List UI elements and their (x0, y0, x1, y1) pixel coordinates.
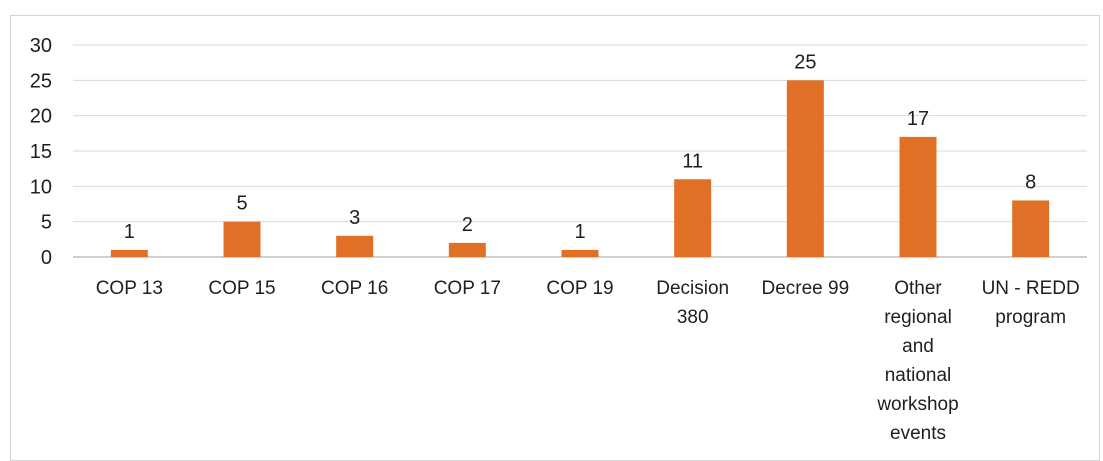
x-tick-label-line: and (902, 336, 934, 357)
x-tick-label-line: UN - REDD (982, 278, 1080, 299)
y-tick-label-30: 30 (30, 35, 52, 57)
value-label-6: 25 (794, 51, 816, 73)
value-label-8: 8 (1025, 171, 1036, 193)
x-tick-label-line: events (890, 423, 946, 444)
bar-7 (899, 136, 937, 257)
value-label-7: 17 (907, 108, 929, 130)
x-tick-label-1: COP 15 (208, 278, 275, 299)
x-tick-label-7: Other regional and national workshop events (876, 278, 958, 444)
x-tick-label-line: regional (884, 307, 952, 328)
value-label-0: 1 (124, 221, 135, 243)
x-tick-label-line: Decision (656, 278, 729, 299)
y-tick-label-20: 20 (30, 106, 52, 128)
y-tick-label-5: 5 (41, 212, 52, 234)
y-tick-label-15: 15 (30, 141, 52, 163)
x-tick-label-5: Decision 380 (656, 278, 729, 328)
value-label-1: 5 (236, 193, 247, 215)
x-tick-label-0: COP 13 (96, 278, 163, 299)
bar-3 (448, 242, 486, 257)
x-tick-label-line: Other (894, 278, 942, 299)
x-tick-label-line: Decree 99 (761, 278, 849, 299)
y-tick-label-10: 10 (30, 176, 52, 198)
x-tick-label-line: COP 19 (546, 278, 613, 299)
x-tick-label-line: COP 16 (321, 278, 388, 299)
x-tick-label-3: COP 17 (434, 278, 501, 299)
bar-4 (561, 249, 599, 257)
bar-1 (223, 221, 261, 257)
x-tick-label-8: UN - REDD program (982, 278, 1080, 328)
x-tick-label-line: program (995, 307, 1066, 328)
x-tick-label-2: COP 16 (321, 278, 388, 299)
value-label-2: 3 (349, 207, 360, 229)
bar-5 (674, 179, 712, 257)
value-label-5: 11 (682, 150, 703, 172)
x-tick-label-6: Decree 99 (761, 278, 849, 299)
value-label-3: 2 (462, 214, 473, 236)
bar-0 (110, 249, 148, 257)
x-tick-label-line: COP 15 (208, 278, 275, 299)
x-tick-label-line: COP 17 (434, 278, 501, 299)
x-tick-label-line: national (885, 365, 952, 386)
bar-2 (336, 235, 374, 257)
x-tick-label-line: COP 13 (96, 278, 163, 299)
bar-6 (786, 80, 824, 257)
y-tick-label-25: 25 (30, 70, 52, 92)
x-tick-label-line: 380 (677, 307, 709, 328)
bar-8 (1012, 200, 1050, 257)
value-label-4: 1 (574, 221, 585, 243)
x-tick-label-4: COP 19 (546, 278, 613, 299)
x-tick-label-line: workshop (876, 394, 958, 415)
y-tick-label-0: 0 (41, 247, 52, 269)
